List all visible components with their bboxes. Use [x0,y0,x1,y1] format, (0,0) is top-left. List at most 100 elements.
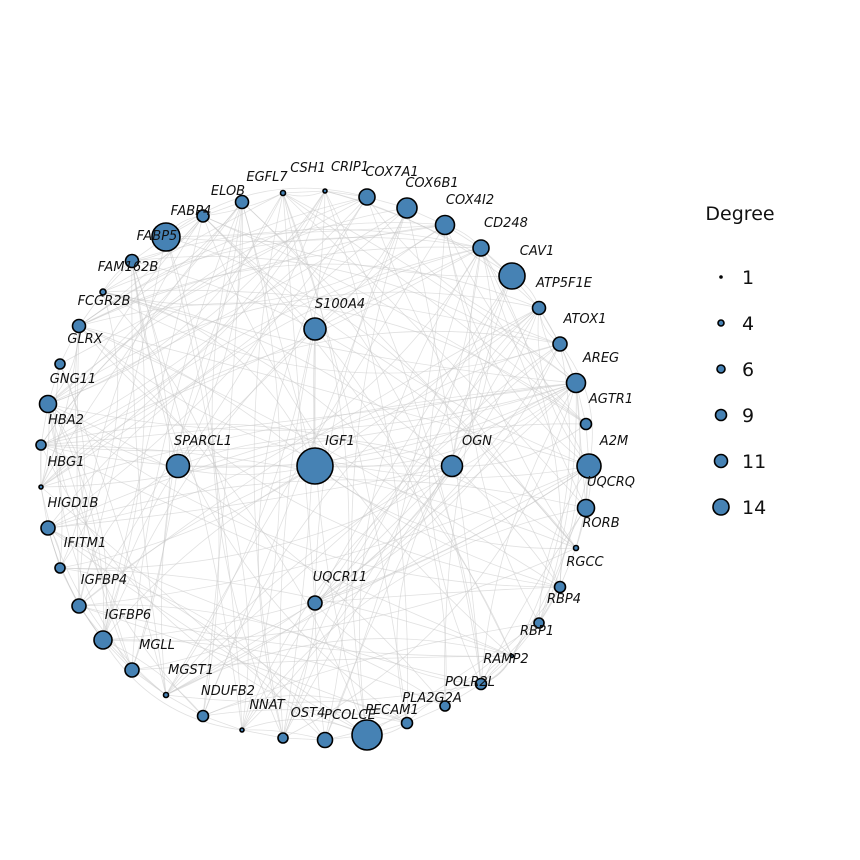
edge [282,192,316,330]
legend-label-9: 9 [742,405,754,427]
node-glrx [54,358,66,370]
node-fabp4 [151,222,181,252]
node-label-pecam1: PECAM1 [365,703,419,718]
edge [47,527,368,736]
edge [102,291,316,467]
node-label-hbg1: HBG1 [47,455,84,470]
edge [314,343,561,467]
node-ogn [440,454,464,478]
edge [444,224,590,467]
legend-label-4: 4 [742,313,754,335]
edge [165,465,453,696]
node-rorb [572,544,580,552]
node-pecam1 [351,719,383,751]
legend-label-1: 1 [742,267,754,289]
edge [314,382,577,467]
node-label-sparcl1: SPARCL1 [174,434,232,449]
edge [451,275,513,467]
node-label-nnat: NNAT [249,698,285,713]
label-layer: IGF1 S100A4 SPARCL1 OGN UQCR11 CSH1 CRIP1COX7A… [47,160,635,723]
edge [47,403,105,641]
node-label-hba2: HBA2 [48,413,84,428]
edge [78,604,446,707]
edge [177,328,316,467]
edge [78,215,204,607]
edge [78,215,204,327]
edge [202,215,513,657]
node-atp5f1e [531,300,547,316]
edge [102,215,204,641]
edge [47,403,561,588]
node-label-gng11: GNG11 [50,372,96,387]
node-uqcrq [576,498,596,518]
edge [366,196,561,345]
edge [47,403,63,569]
node-csh1 [279,189,287,197]
edge [258,196,368,739]
edge [444,224,587,425]
edge [102,639,446,707]
edge [165,236,561,588]
edge [78,325,561,588]
edge [54,363,133,671]
edge [47,224,446,405]
node-higd1b [40,520,56,536]
edge [538,586,561,624]
edge [76,325,80,607]
edge [59,382,577,569]
node-ndufb2 [196,709,210,723]
edge [102,289,561,345]
edge [177,201,243,467]
edge [202,695,408,724]
node-label-ifitm1: IFITM1 [64,536,107,551]
edge [59,567,326,741]
edge [241,247,482,731]
node-rbp1 [509,653,515,659]
edge [131,655,513,671]
edge [480,247,587,509]
node-fcgr2b [71,318,87,334]
node-label-a2m: A2M [599,434,628,449]
edge [314,465,453,604]
node-fam162b [99,288,107,296]
edge [102,291,577,384]
edge [47,247,482,529]
edge [47,291,540,405]
edge [314,247,482,330]
edge [314,602,482,685]
edge [396,465,453,724]
node-layer [35,188,602,751]
edge [40,190,326,488]
node-igfbp4 [71,598,87,614]
edge [282,190,326,194]
edge [282,192,587,509]
edge [59,363,167,696]
node-label-egfl7: EGFL7 [246,170,288,185]
edge [131,201,243,671]
edge [480,507,587,685]
edge [324,190,482,685]
edge [406,705,446,724]
edge [78,605,513,657]
edge [131,260,408,724]
node-label-s100a4: S100A4 [315,297,365,312]
edge [241,382,577,731]
node-label-ndufb2: NDUFB2 [201,684,255,699]
edge [538,465,590,624]
node-label-pcolce: PCOLCE [324,708,376,723]
node-ifitm1 [54,562,66,574]
node-label-mgll: MGLL [139,638,175,653]
legend-label-14: 14 [742,497,766,519]
edge [351,207,408,736]
node-label-cox6b1: COX6B1 [405,176,458,191]
edge [78,325,590,467]
edge [78,325,316,467]
edge [202,201,243,717]
node-pcolce [316,731,334,749]
edge [480,247,590,467]
edge [47,403,446,707]
edge [559,343,593,467]
edge [165,694,204,717]
node-label-agtr1: AGTR1 [588,392,633,407]
edge [366,196,577,549]
